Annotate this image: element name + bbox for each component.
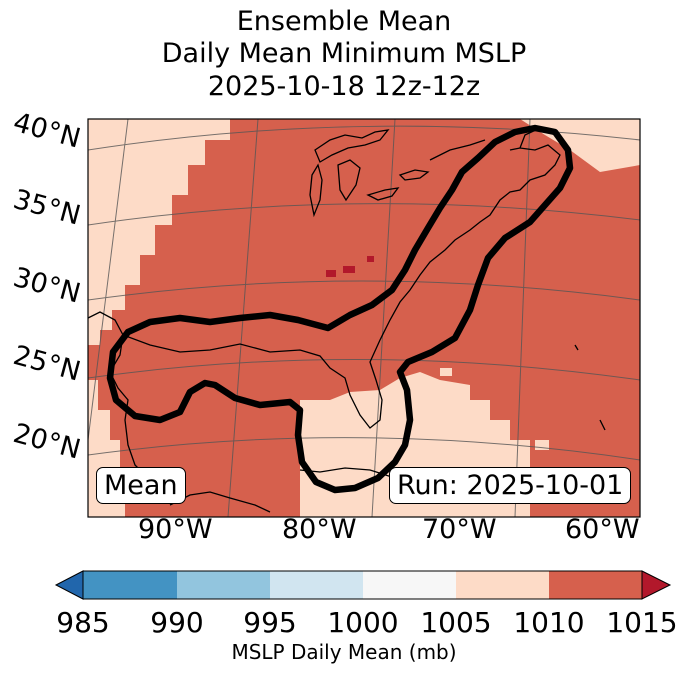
colorbar-over-triangle bbox=[641, 570, 672, 600]
lon-label-60w: 60°W bbox=[565, 514, 640, 545]
graticule bbox=[88, 119, 640, 517]
colorbar-tick-1005: 1005 bbox=[420, 606, 492, 639]
colorbar-band-995-1000 bbox=[270, 571, 363, 599]
mslp-field-1005-1010-west bbox=[88, 119, 230, 345]
colorbar-tick-990: 990 bbox=[150, 606, 204, 639]
lon-label-80w: 80°W bbox=[282, 514, 357, 545]
mslp-patch-high bbox=[326, 270, 336, 277]
colorbar-tick-995: 995 bbox=[243, 606, 297, 639]
colorbar-tick-1015: 1015 bbox=[606, 606, 678, 639]
colorbar-frame bbox=[82, 570, 643, 600]
colorbar-band-985-990 bbox=[83, 571, 177, 599]
colorbar-band-1005-1010 bbox=[456, 571, 549, 599]
colorbar-tick-1010: 1010 bbox=[513, 606, 585, 639]
colorbar-tick-985: 985 bbox=[56, 606, 110, 639]
mslp-patch-high bbox=[367, 256, 374, 262]
mslp-patch bbox=[535, 440, 549, 450]
lon-label-70w: 70°W bbox=[422, 514, 497, 545]
colorbar-under-triangle bbox=[54, 570, 84, 600]
great-lakes bbox=[309, 129, 486, 218]
map-frame bbox=[87, 118, 641, 518]
threshold-contour bbox=[106, 124, 574, 494]
colorbar-band-1010-1015 bbox=[549, 571, 642, 599]
lon-label-90w: 90°W bbox=[138, 514, 213, 545]
mean-label-box: Mean bbox=[96, 467, 186, 504]
mslp-patch-high bbox=[343, 266, 355, 273]
colorbar-label: MSLP Daily Mean (mb) bbox=[231, 640, 457, 664]
colorbar-tick-1000: 1000 bbox=[327, 606, 399, 639]
title-line-2: Daily Mean Minimum MSLP bbox=[161, 38, 527, 69]
colorbar-band-1000-1005 bbox=[363, 571, 456, 599]
colorbar-band-990-995 bbox=[177, 571, 270, 599]
mslp-patch bbox=[440, 368, 452, 376]
title-line-3: 2025-10-18 12z-12z bbox=[207, 71, 481, 102]
title-line-1: Ensemble Mean bbox=[236, 6, 452, 37]
run-label-box: Run: 2025-10-01 bbox=[389, 467, 632, 504]
